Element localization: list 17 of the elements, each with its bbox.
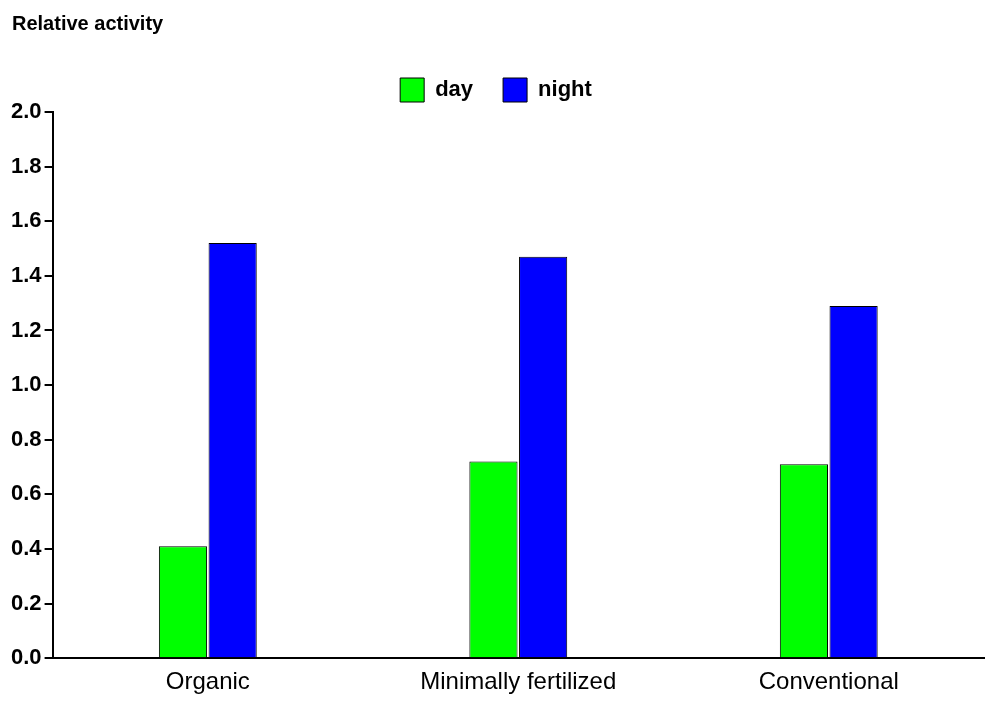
y-tick-label: 0.6	[10, 480, 42, 506]
y-axis-title: Relative activity	[12, 11, 165, 34]
y-tick-label: 1.2	[10, 316, 42, 342]
x-tick-label: Organic	[165, 667, 250, 695]
x-tick-label: Minimally fertilized	[420, 667, 617, 695]
y-tick-label: 0.0	[10, 644, 42, 670]
y-tick-label: 1.4	[10, 261, 43, 287]
y-tick-label: 1.6	[10, 207, 42, 233]
x-tick-label: Conventional	[758, 667, 899, 695]
legend-label: night	[538, 76, 593, 102]
legend-label: day	[435, 76, 474, 102]
y-tick-label: 0.8	[10, 425, 42, 451]
y-tick-label: 0.4	[10, 535, 43, 561]
y-tick-label: 0.2	[10, 589, 42, 615]
y-tick-label: 1.8	[10, 152, 42, 178]
y-tick-label: 2.0	[10, 98, 42, 124]
y-tick-label: 1.0	[10, 371, 42, 397]
